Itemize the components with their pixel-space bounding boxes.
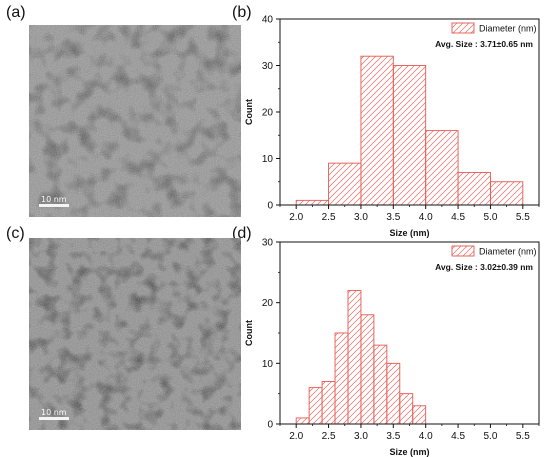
y-tick-label: 10: [262, 154, 274, 165]
tem-micrograph-a: [29, 25, 241, 217]
avg-size-annotation: Avg. Size : 3.71±0.65 nm: [435, 39, 533, 49]
histogram-bar: [399, 393, 414, 425]
y-tick-label: 40: [262, 15, 274, 26]
histogram-bar: [373, 344, 388, 425]
legend-swatch: [451, 245, 475, 257]
y-tick-label: 30: [262, 238, 274, 249]
scale-bar-line: [39, 417, 69, 420]
histogram-b: 2.0 2.5 3.0 3.5 4.0 4.5 5.0 5.5 0 10 20 30 40 Size (n…: [230, 10, 548, 238]
panel-label-c: (c): [6, 225, 25, 242]
x-tick-label: 2.5: [322, 212, 336, 223]
y-tick-label: 0: [267, 201, 273, 212]
scale-bar-line: [39, 204, 69, 207]
histogram-b-svg: 2.0 2.5 3.0 3.5 4.0 4.5 5.0 5.5 0 10 20 30 40 Size (n…: [244, 15, 540, 238]
y-tick-label: 20: [262, 108, 274, 119]
panel-label-a: (a): [6, 4, 26, 21]
x-axis-label: Size (nm): [389, 228, 429, 238]
x-tick-label: 3.0: [354, 212, 368, 223]
tem-image-c: 10 nm: [29, 238, 241, 430]
histogram-bar: [457, 171, 491, 206]
x-tick-label: 2.0: [289, 212, 303, 223]
y-axis-label: Count: [244, 99, 254, 125]
y-tick-label: 30: [262, 61, 274, 72]
avg-size-annotation: Avg. Size : 3.02±0.39 nm: [435, 262, 533, 272]
histogram-bar: [360, 55, 394, 206]
histogram-bar: [386, 362, 401, 425]
x-tick-label: 4.0: [419, 431, 433, 442]
x-tick-label: 5.0: [483, 212, 497, 223]
legend-label: Diameter (nm): [479, 24, 537, 34]
histogram-bar: [295, 199, 330, 206]
histogram-bar: [295, 417, 310, 425]
histogram-bar: [334, 332, 349, 425]
x-tick-label: 3.5: [386, 431, 400, 442]
x-tick-label: 3.5: [386, 212, 400, 223]
x-tick-label: 5.5: [516, 431, 530, 442]
legend-swatch: [451, 22, 475, 34]
x-tick-label: 2.0: [289, 431, 303, 442]
histogram-bar: [328, 162, 362, 206]
x-tick-label: 4.5: [451, 212, 465, 223]
panel-label-b: (b): [232, 4, 252, 21]
legend-label: Diameter (nm): [479, 247, 537, 257]
x-tick-label: 3.0: [354, 431, 368, 442]
x-tick-label: 4.0: [419, 212, 433, 223]
scale-bar-label: 10 nm: [41, 408, 67, 417]
y-tick-label: 0: [267, 420, 273, 431]
scale-bar-label: 10 nm: [41, 195, 67, 204]
histogram-d-svg: 2.0 2.5 3.0 3.5 4.0 4.5 5.0 5.5 0 10 20 30 Size (nm)…: [244, 238, 540, 457]
tem-image-a: 10 nm: [29, 25, 241, 217]
histogram-bar: [489, 181, 524, 206]
x-axis-label: Size (nm): [389, 447, 429, 457]
x-tick-label: 2.5: [322, 431, 336, 442]
panel-label-d: (d): [232, 225, 252, 242]
tem-micrograph-c: [29, 238, 241, 430]
histogram-bar: [347, 290, 362, 425]
histogram-bar: [308, 387, 323, 425]
y-axis-label: Count: [244, 320, 254, 346]
x-tick-label: 5.0: [483, 431, 497, 442]
histogram-bar: [392, 65, 427, 206]
histogram-bar: [425, 130, 459, 206]
histogram-bar: [360, 314, 375, 425]
x-tick-label: 4.5: [451, 431, 465, 442]
histogram-bar: [412, 405, 427, 425]
histogram-bar: [321, 381, 336, 425]
x-tick-label: 5.5: [516, 212, 530, 223]
y-tick-label: 10: [262, 359, 274, 370]
histogram-d: 2.0 2.5 3.0 3.5 4.0 4.5 5.0 5.5 0 10 20 30 Size (nm)…: [230, 231, 548, 457]
y-tick-label: 20: [262, 298, 274, 309]
